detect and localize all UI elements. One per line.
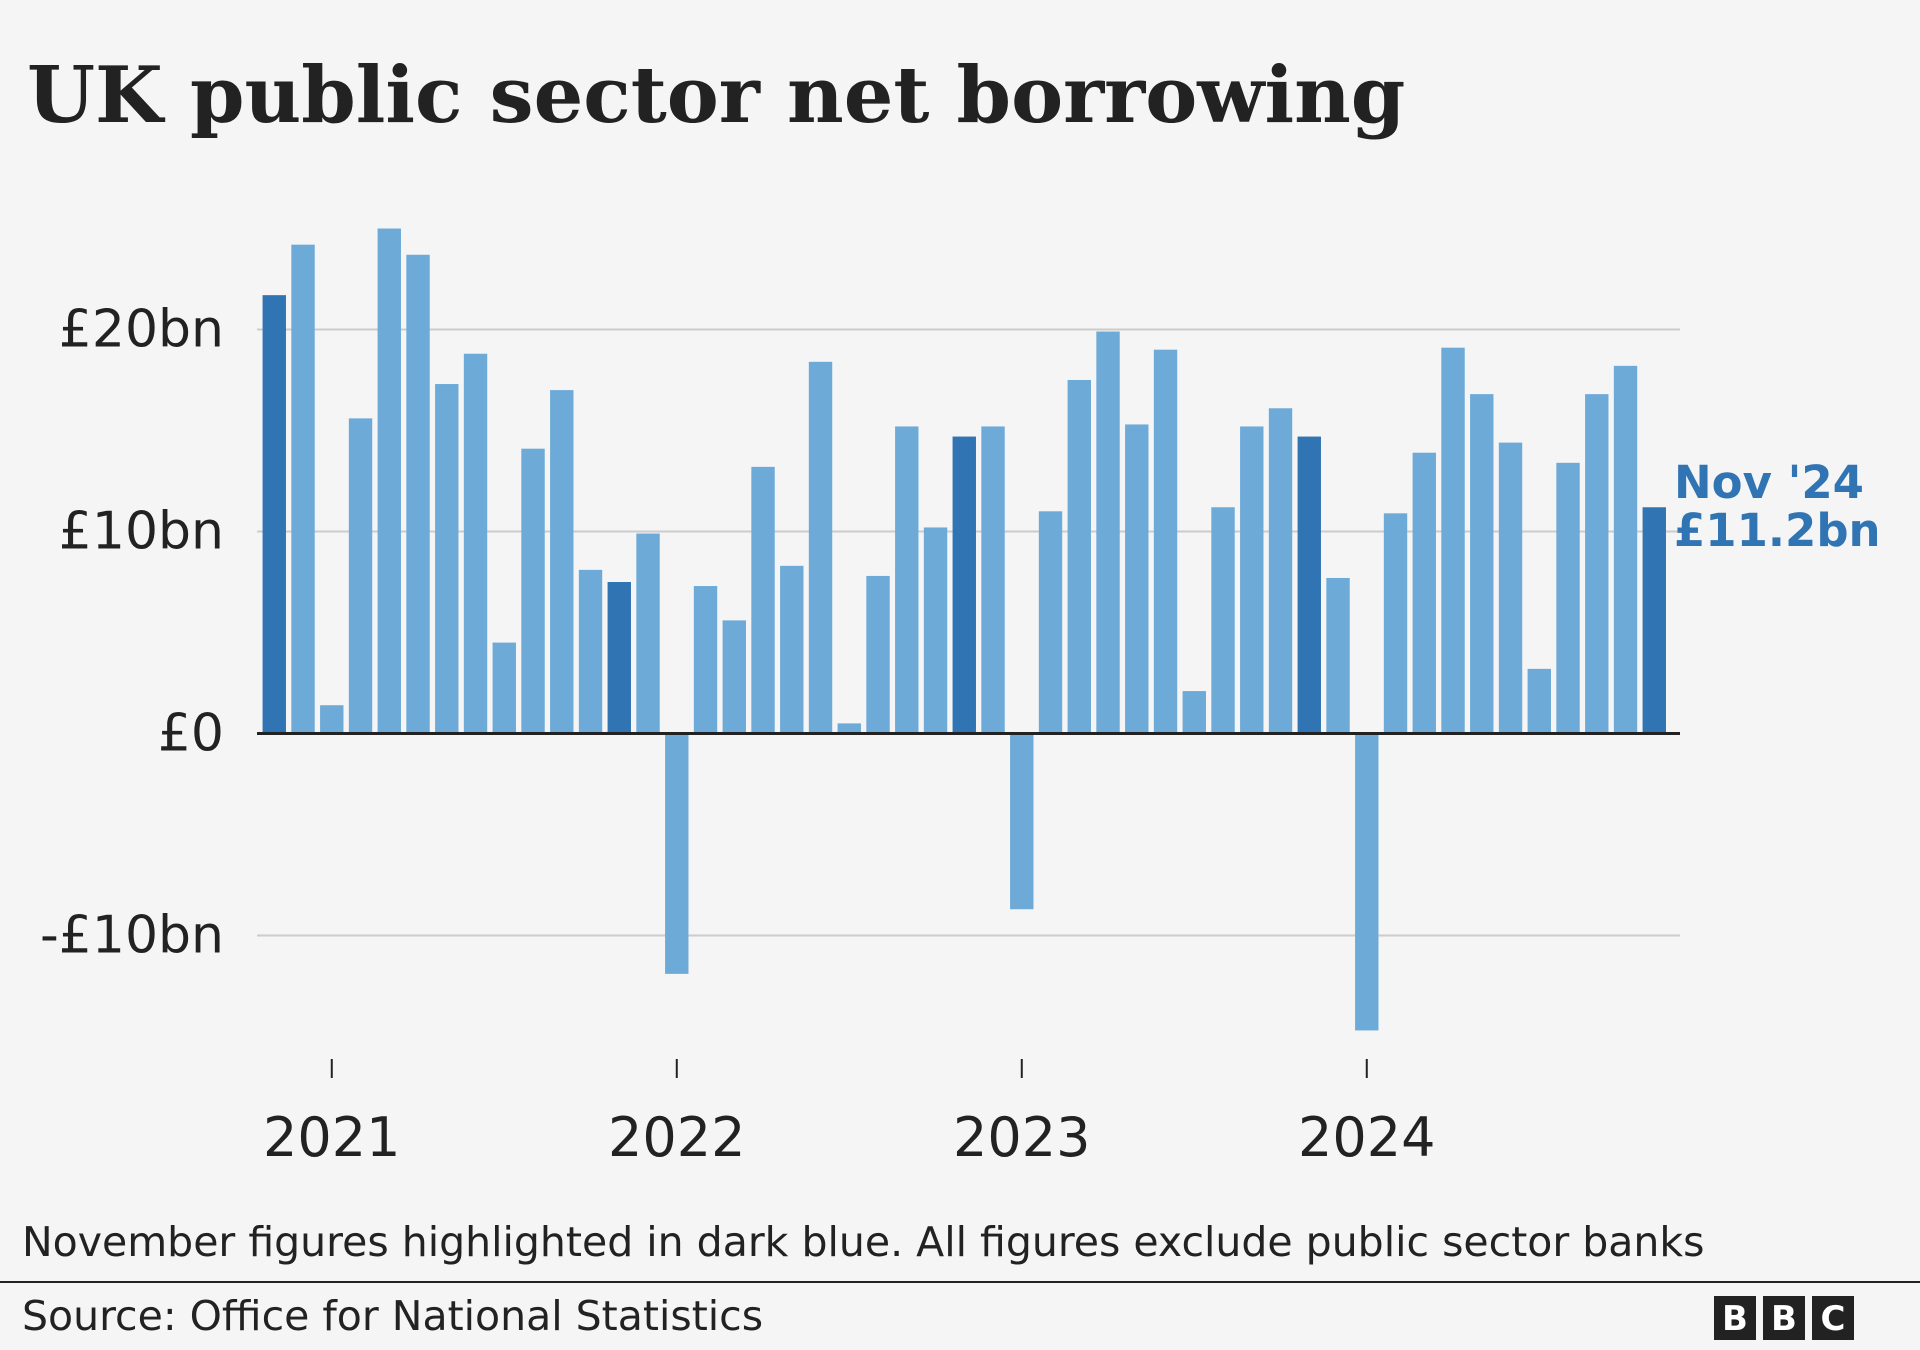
bar (1240, 426, 1264, 734)
bar (693, 586, 718, 734)
x-tick-label: 2023 (953, 1106, 1090, 1169)
bar (262, 295, 286, 734)
bbc-logo: B B C (1714, 1296, 1854, 1340)
bar (952, 436, 976, 734)
x-tick-label: 2024 (1298, 1106, 1435, 1169)
bar (578, 569, 603, 734)
bar (1527, 668, 1551, 734)
svg-text:C: C (1821, 1299, 1846, 1339)
bar (1498, 442, 1523, 734)
bar (1642, 507, 1666, 734)
bar (348, 418, 373, 734)
x-tick-label: 2021 (263, 1106, 400, 1169)
bar (1470, 394, 1494, 734)
y-tick-label: £20bn (59, 300, 224, 360)
bar (1125, 424, 1149, 734)
bar (636, 533, 660, 734)
bar (751, 466, 775, 734)
svg-text:B: B (1722, 1299, 1748, 1339)
bar (1153, 349, 1178, 734)
y-tick-label: £0 (158, 704, 224, 764)
bar (1268, 408, 1293, 734)
bar (1326, 577, 1350, 734)
chart-title: UK public sector net borrowing (27, 50, 1405, 141)
bar (406, 254, 430, 734)
bar (435, 384, 459, 734)
bar (1010, 733, 1034, 910)
bar (665, 733, 689, 974)
bar (1383, 513, 1408, 734)
bar (1556, 462, 1580, 734)
bar (722, 620, 746, 734)
bar (895, 426, 919, 734)
bar (492, 642, 516, 734)
bar (521, 448, 545, 734)
bar (837, 723, 861, 734)
bar (1211, 507, 1235, 734)
svg-text:B: B (1771, 1299, 1797, 1339)
bar (780, 565, 804, 734)
bar (550, 390, 574, 734)
bar (463, 353, 488, 734)
bar (1297, 436, 1321, 734)
bar (1613, 365, 1638, 734)
bar (1038, 511, 1063, 734)
bar (923, 527, 948, 734)
bar (1096, 331, 1120, 734)
bar (1441, 347, 1465, 734)
bar (291, 244, 315, 734)
bar (320, 705, 344, 734)
bar (981, 426, 1005, 734)
bar (1182, 691, 1206, 734)
bar (377, 228, 401, 734)
bar (1355, 733, 1379, 1031)
bar (1412, 452, 1436, 734)
bar (1585, 394, 1609, 734)
note: November figures highlighted in dark blu… (22, 1218, 1704, 1266)
x-tick-label: 2022 (608, 1106, 745, 1169)
bar (607, 582, 631, 734)
annotation: Nov '24 (1674, 456, 1864, 509)
source: Source: Office for National Statistics (22, 1292, 763, 1340)
y-tick-label: £10bn (59, 502, 224, 562)
annotation: £11.2bn (1674, 504, 1881, 557)
bar (1067, 380, 1091, 734)
bar (866, 575, 890, 734)
bar (808, 361, 833, 734)
y-tick-label: -£10bn (40, 906, 224, 966)
